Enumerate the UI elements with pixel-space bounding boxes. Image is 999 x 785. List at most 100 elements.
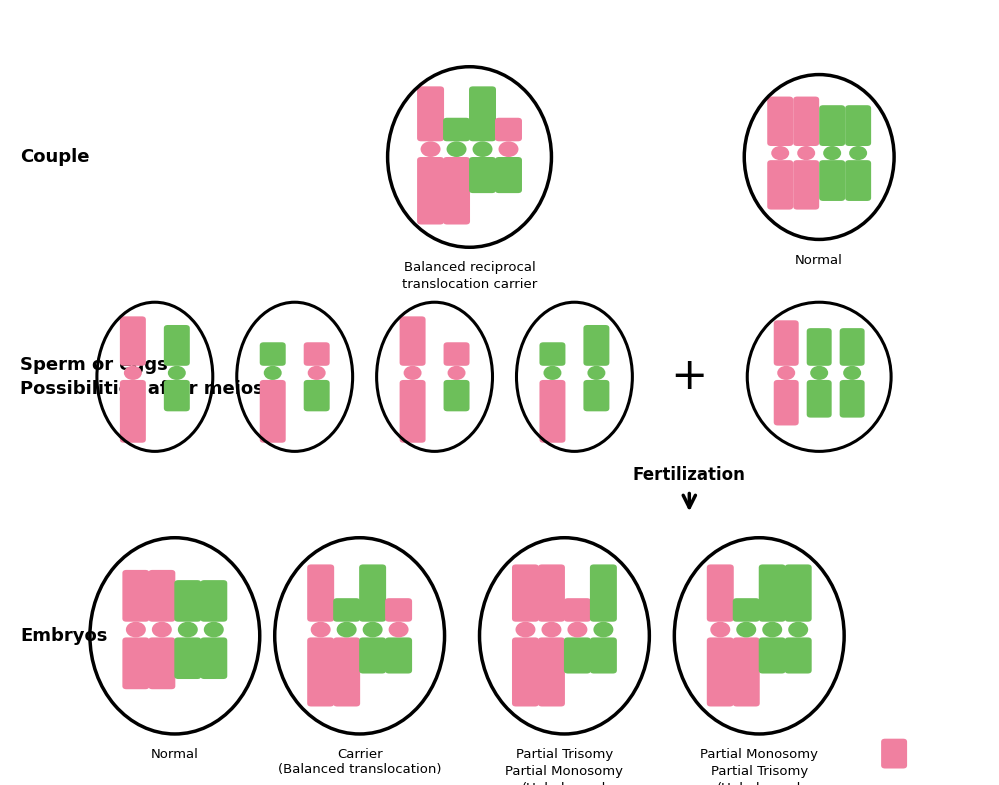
Circle shape [788, 622, 808, 637]
FancyBboxPatch shape [537, 564, 565, 622]
FancyBboxPatch shape [707, 637, 733, 706]
Circle shape [587, 366, 605, 380]
Circle shape [126, 622, 146, 637]
FancyBboxPatch shape [444, 380, 470, 411]
Circle shape [473, 141, 493, 157]
Circle shape [777, 366, 795, 380]
Circle shape [152, 622, 172, 637]
FancyBboxPatch shape [333, 637, 360, 706]
FancyBboxPatch shape [400, 380, 426, 443]
FancyBboxPatch shape [360, 564, 386, 622]
FancyBboxPatch shape [563, 598, 591, 622]
FancyBboxPatch shape [733, 598, 760, 622]
FancyBboxPatch shape [845, 160, 871, 201]
FancyBboxPatch shape [400, 316, 426, 366]
Text: Fertilization: Fertilization [633, 466, 745, 484]
FancyBboxPatch shape [308, 637, 334, 706]
FancyBboxPatch shape [589, 637, 617, 674]
Circle shape [849, 146, 867, 160]
Circle shape [389, 622, 409, 637]
Circle shape [404, 366, 422, 380]
Circle shape [810, 366, 828, 380]
Text: Couple: Couple [20, 148, 90, 166]
FancyBboxPatch shape [164, 380, 190, 411]
Circle shape [363, 622, 383, 637]
FancyBboxPatch shape [148, 570, 175, 622]
FancyBboxPatch shape [120, 380, 146, 443]
Text: Normal: Normal [795, 254, 843, 267]
FancyBboxPatch shape [308, 564, 334, 622]
FancyBboxPatch shape [333, 598, 360, 622]
FancyBboxPatch shape [807, 380, 831, 418]
Circle shape [168, 366, 186, 380]
FancyBboxPatch shape [200, 637, 227, 679]
FancyBboxPatch shape [120, 316, 146, 366]
FancyBboxPatch shape [496, 118, 521, 141]
Circle shape [762, 622, 782, 637]
Circle shape [448, 366, 466, 380]
FancyBboxPatch shape [839, 380, 865, 418]
FancyBboxPatch shape [793, 97, 819, 146]
FancyBboxPatch shape [164, 325, 190, 366]
Circle shape [710, 622, 730, 637]
FancyBboxPatch shape [122, 570, 149, 622]
FancyBboxPatch shape [583, 325, 609, 366]
FancyBboxPatch shape [385, 598, 412, 622]
FancyBboxPatch shape [793, 160, 819, 210]
FancyBboxPatch shape [174, 580, 201, 622]
FancyBboxPatch shape [563, 637, 591, 674]
Text: Carrier
(Balanced translocation): Carrier (Balanced translocation) [278, 748, 442, 776]
FancyBboxPatch shape [537, 637, 565, 706]
Circle shape [797, 146, 815, 160]
FancyBboxPatch shape [707, 564, 733, 622]
Circle shape [843, 366, 861, 380]
FancyBboxPatch shape [418, 157, 444, 225]
FancyBboxPatch shape [444, 342, 470, 366]
FancyBboxPatch shape [785, 637, 812, 674]
FancyBboxPatch shape [304, 380, 330, 411]
FancyBboxPatch shape [470, 157, 496, 193]
FancyBboxPatch shape [174, 637, 201, 679]
FancyBboxPatch shape [583, 380, 609, 411]
Circle shape [736, 622, 756, 637]
FancyBboxPatch shape [807, 328, 831, 366]
FancyBboxPatch shape [759, 564, 786, 622]
FancyBboxPatch shape [845, 105, 871, 146]
Text: Balanced reciprocal
translocation carrier: Balanced reciprocal translocation carrie… [402, 261, 537, 291]
Circle shape [204, 622, 224, 637]
FancyBboxPatch shape [733, 637, 760, 706]
Circle shape [337, 622, 357, 637]
FancyBboxPatch shape [589, 564, 617, 622]
FancyBboxPatch shape [260, 380, 286, 443]
Circle shape [264, 366, 282, 380]
Circle shape [593, 622, 613, 637]
Text: Normal: Normal [151, 748, 199, 761]
FancyBboxPatch shape [200, 580, 227, 622]
FancyBboxPatch shape [443, 118, 470, 141]
Circle shape [499, 141, 518, 157]
FancyBboxPatch shape [511, 564, 539, 622]
FancyBboxPatch shape [148, 637, 175, 689]
Circle shape [447, 141, 467, 157]
FancyBboxPatch shape [511, 637, 539, 706]
Circle shape [543, 366, 561, 380]
FancyBboxPatch shape [260, 342, 286, 366]
FancyBboxPatch shape [767, 97, 793, 146]
Circle shape [311, 622, 331, 637]
Circle shape [567, 622, 587, 637]
Circle shape [124, 366, 142, 380]
Circle shape [541, 622, 561, 637]
FancyBboxPatch shape [360, 637, 386, 674]
Circle shape [771, 146, 789, 160]
FancyBboxPatch shape [773, 320, 799, 366]
FancyBboxPatch shape [418, 86, 444, 141]
Circle shape [178, 622, 198, 637]
Text: Partial Monosomy
Partial Trisomy
(Unbalanced
translocation): Partial Monosomy Partial Trisomy (Unbala… [700, 748, 818, 785]
FancyBboxPatch shape [539, 380, 565, 443]
FancyBboxPatch shape [819, 105, 845, 146]
FancyBboxPatch shape [385, 637, 412, 674]
FancyBboxPatch shape [839, 328, 865, 366]
Text: Sperm or eggs
Possibilities after meiosis: Sperm or eggs Possibilities after meiosi… [20, 356, 281, 397]
FancyBboxPatch shape [767, 160, 793, 210]
Circle shape [823, 146, 841, 160]
